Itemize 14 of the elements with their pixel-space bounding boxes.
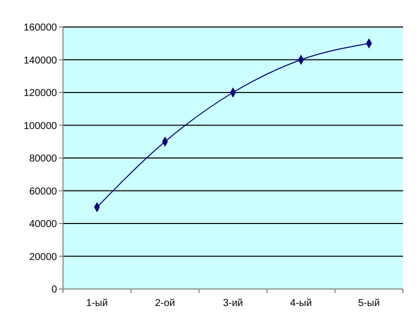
y-tick-label: 40000 xyxy=(29,219,58,230)
x-tick-label: 2-ой xyxy=(154,298,176,309)
x-tick-label: 3-ий xyxy=(222,298,244,309)
x-tick-label: 5-ый xyxy=(358,298,380,309)
y-tick-label: 0 xyxy=(51,284,58,296)
y-tick-label: 20000 xyxy=(29,252,58,263)
y-tick-label: 160000 xyxy=(24,22,58,34)
y-tick-label: 80000 xyxy=(29,154,58,164)
y-tick-label: 60000 xyxy=(29,186,58,198)
y-tick-label: 100000 xyxy=(24,120,58,132)
x-tick-label: 4-ый xyxy=(290,298,312,309)
x-tick-label: 1-ый xyxy=(86,298,108,309)
y-tick-label: 140000 xyxy=(24,55,58,66)
y-tick-label: 120000 xyxy=(24,88,58,99)
